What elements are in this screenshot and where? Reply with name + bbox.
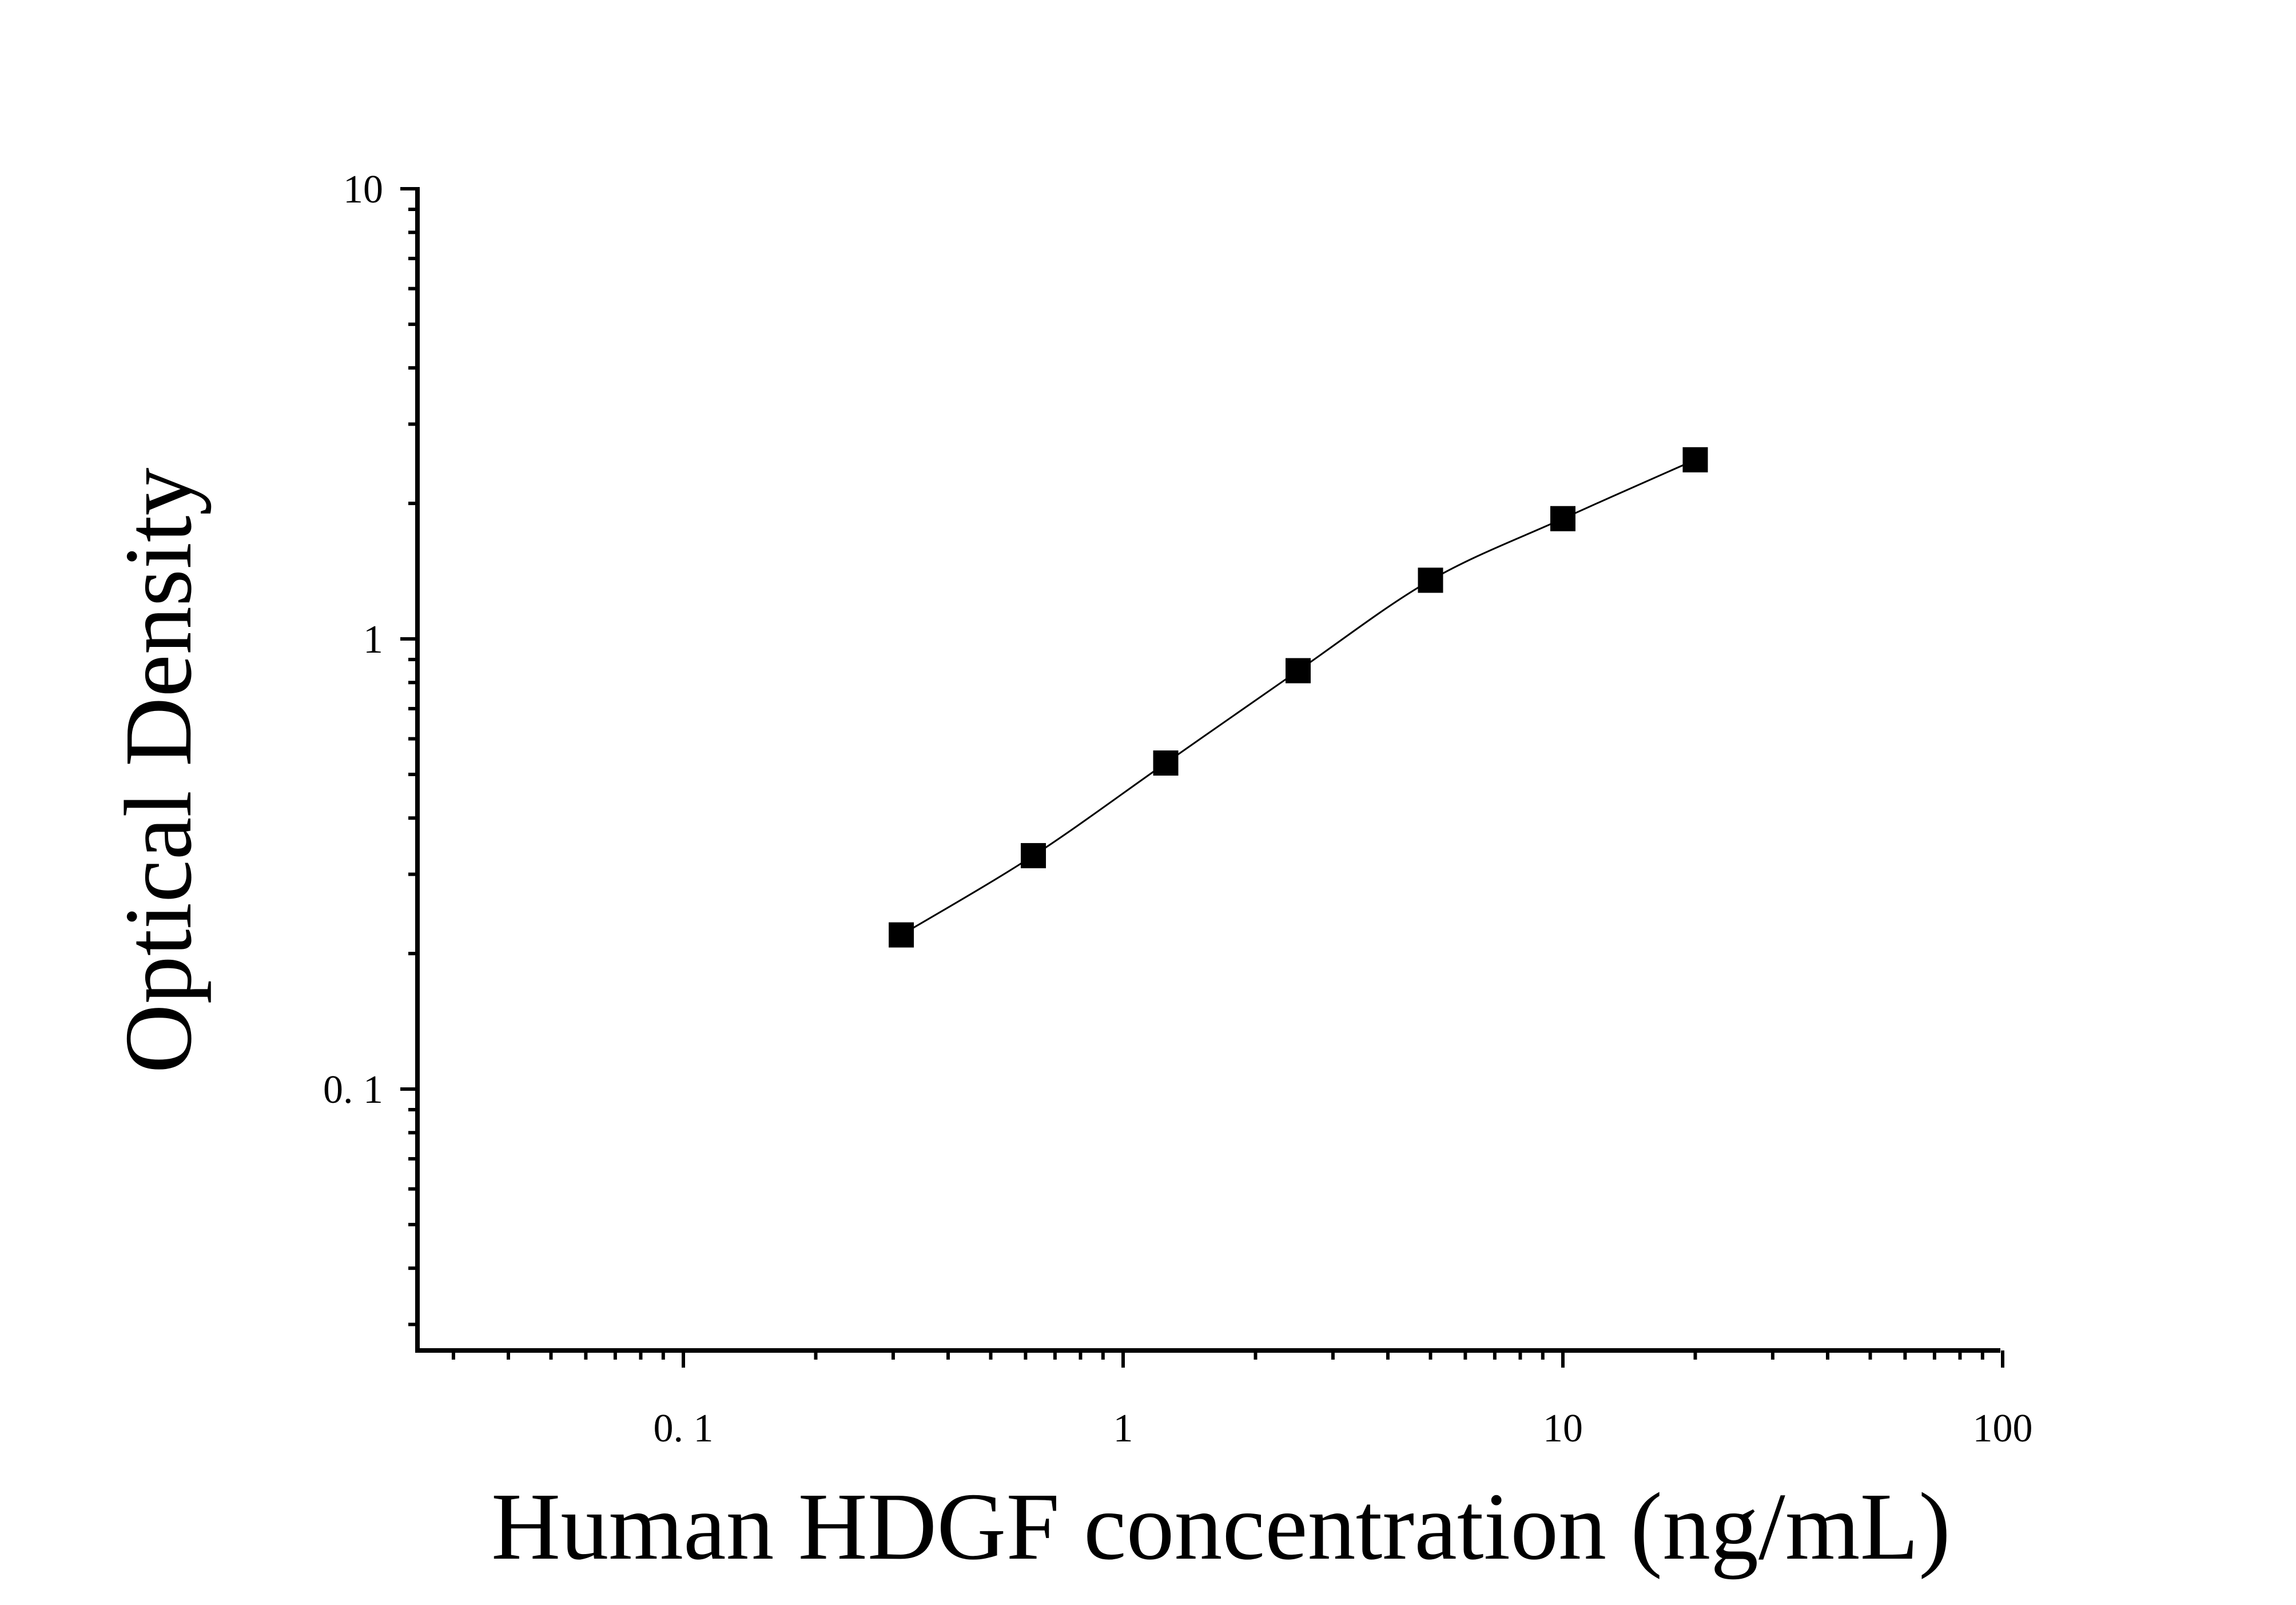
fit-curve [901,459,1696,936]
x-axis-title: Human HDGF concentration (ng/mL) [491,1473,1951,1580]
y-tick-label: 1 [363,618,383,662]
data-point [1682,447,1708,472]
data-point [1550,506,1575,531]
y-axis: 0. 1 1 10 [323,168,420,1350]
x-tick-label: 10 [1543,1407,1583,1451]
x-tick-label: 100 [1973,1407,2033,1451]
x-axis-ticks [451,1350,2004,1368]
data-point [1021,843,1046,868]
y-axis-tick-labels: 0. 1 1 10 [323,168,383,1112]
data-point [889,922,914,948]
x-axis-tick-labels: 0. 1 1 10 100 [654,1407,2033,1451]
data-point [1153,750,1179,776]
data-markers [889,447,1708,948]
x-tick-label: 0. 1 [654,1407,714,1451]
y-tick-label: 10 [343,168,383,212]
y-axis-ticks [400,187,417,1326]
data-point [1286,658,1311,684]
y-axis-title: Optical Density [105,467,212,1073]
y-tick-label: 0. 1 [323,1068,383,1112]
x-axis: 0. 1 1 10 100 [415,1348,2033,1451]
data-point [1418,567,1443,593]
x-tick-label: 1 [1113,1407,1133,1451]
